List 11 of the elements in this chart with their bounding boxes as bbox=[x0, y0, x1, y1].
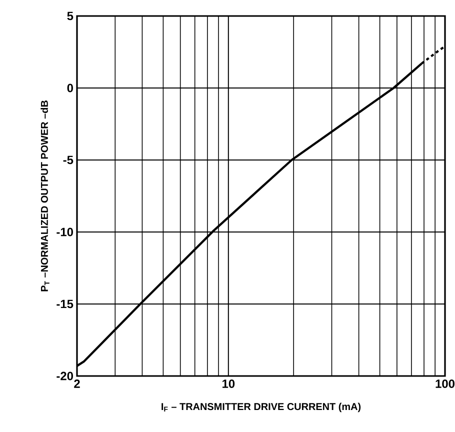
y-axis-title: P$_{T}$ –NORMALIZED OUTPUT POWER –dB bbox=[40, 100, 50, 292]
y-tick-label: -15 bbox=[56, 300, 74, 308]
y-tick-label: -20 bbox=[56, 372, 73, 380]
x-tick-label: 10 bbox=[222, 380, 235, 388]
y-tick-label: 5 bbox=[67, 12, 74, 20]
x-axis-title: I$_{F}$ – TRANSMITTER DRIVE CURRENT (mA) bbox=[162, 402, 361, 412]
x-tick-label: 2 bbox=[74, 380, 80, 388]
y-tick-label: -5 bbox=[63, 156, 74, 164]
y-tick-label: -10 bbox=[56, 228, 73, 236]
x-tick-label: 100 bbox=[436, 380, 454, 388]
y-tick-label: 0 bbox=[67, 84, 73, 92]
